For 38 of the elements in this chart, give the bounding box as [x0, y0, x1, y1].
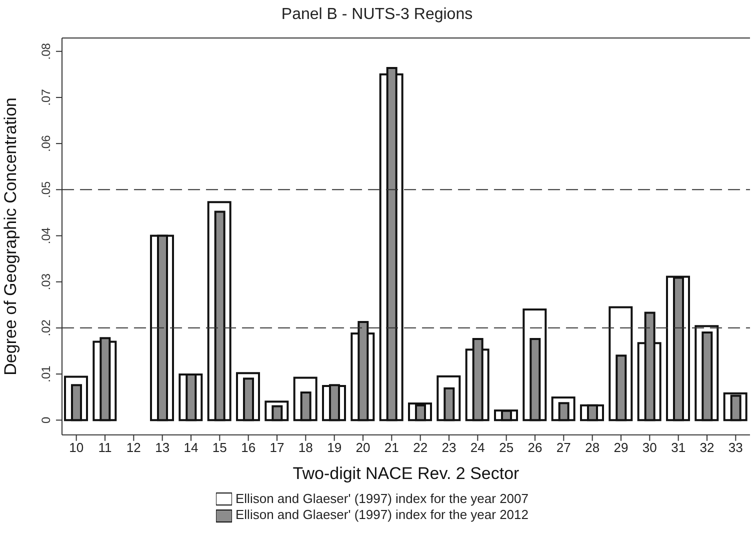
x-tick-label: 18	[298, 440, 313, 456]
y-tick-label: .07	[39, 88, 53, 106]
x-tick-label: 24	[470, 440, 485, 456]
x-tick-label: 22	[413, 440, 428, 456]
x-tick-label: 19	[327, 440, 342, 456]
x-tick-label: 10	[69, 440, 84, 456]
y-tick-label: .08	[39, 42, 53, 60]
x-tick-label: 21	[384, 440, 399, 456]
y-tick-label: .04	[39, 227, 53, 244]
y-tick-label: .05	[39, 180, 53, 198]
x-axis-title: Two-digit NACE Rev. 2 Sector	[292, 464, 520, 483]
x-tick-label: 31	[671, 440, 686, 456]
x-tick-label: 12	[126, 440, 141, 456]
x-tick-label: 33	[728, 440, 743, 456]
x-tick-label: 14	[184, 440, 198, 456]
x-tick-label: 20	[356, 440, 370, 456]
y-tick-label: .01	[39, 365, 53, 382]
x-tick-label: 16	[241, 440, 256, 456]
y-tick-label: .06	[39, 134, 53, 152]
y-tick-label: 0	[39, 416, 53, 424]
x-tick-label: 27	[556, 440, 571, 456]
legend-label: Ellison and Glaeser' (1997) index for the year 2007	[236, 490, 528, 506]
y-axis-title: Degree of Geographic Concentration	[1, 98, 20, 376]
x-tick-label: 29	[614, 440, 628, 456]
x-tick-label: 30	[642, 440, 657, 456]
chart-title: Panel B - NUTS-3 Regions	[280, 6, 474, 25]
y-tick-label: .03	[39, 273, 53, 290]
x-tick-label: 11	[98, 440, 112, 456]
x-tick-label: 28	[585, 440, 600, 456]
legend-label: Ellison and Glaeser' (1997) index for the year 2012	[236, 507, 528, 522]
x-tick-label: 13	[155, 440, 170, 456]
y-tick-label: .02	[39, 319, 53, 336]
x-tick-label: 15	[212, 440, 227, 456]
x-tick-label: 26	[528, 440, 542, 456]
x-tick-label: 32	[700, 440, 714, 456]
x-tick-label: 17	[270, 440, 284, 456]
x-tick-label: 25	[499, 440, 514, 456]
x-tick-label: 23	[442, 440, 456, 456]
